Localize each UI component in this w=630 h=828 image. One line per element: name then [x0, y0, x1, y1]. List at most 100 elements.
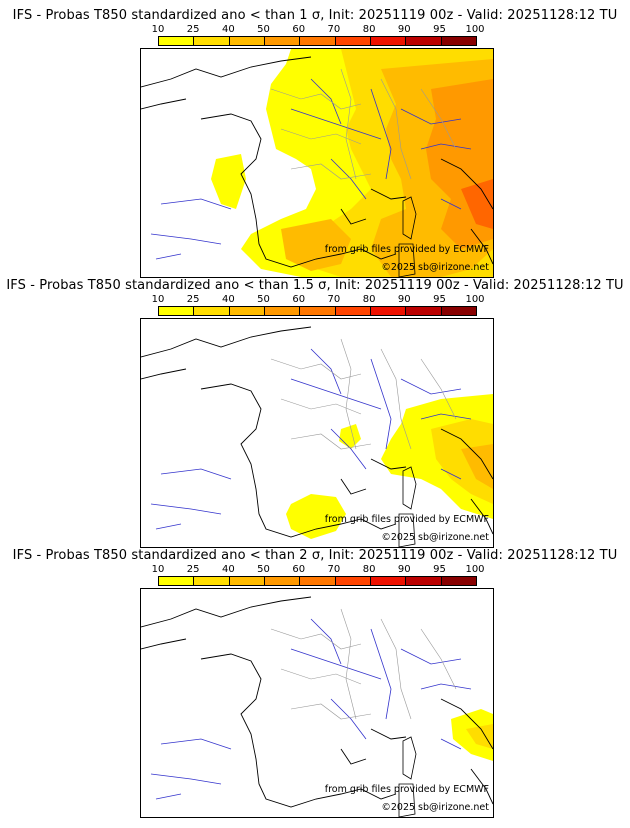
coastline	[141, 326, 407, 538]
prob-zone-yellow	[211, 154, 246, 209]
colorbar-segment	[264, 577, 301, 585]
colorbar-segment	[335, 577, 371, 585]
copyright-credit: ©2025 sb@irizone.net	[381, 262, 489, 273]
colorbar-segment	[406, 307, 442, 315]
colorbar-ticks: 10 25 40 50 60 70 80 90 95 100	[152, 564, 485, 576]
colorbar-segment	[194, 577, 230, 585]
colorbar-segment	[229, 577, 265, 585]
tick-label: 10	[151, 24, 165, 35]
rivers	[150, 78, 472, 260]
island-sardinia	[398, 783, 416, 817]
island-corsica	[402, 736, 417, 780]
colorbar	[158, 576, 477, 586]
coastline-italy	[440, 158, 493, 265]
colorbar-segment	[370, 577, 407, 585]
map-panel-1-5sigma: IFS - Probas T850 standardized ano < tha…	[0, 278, 630, 548]
tick-label: 95	[433, 564, 446, 575]
tick-label: 70	[327, 24, 341, 35]
tick-label: 60	[292, 294, 306, 305]
map-svg	[141, 596, 493, 817]
tick-label: 40	[221, 564, 235, 575]
prob-zone-light-orange	[466, 724, 493, 749]
map-frame: from grib files provided by ECMWF ©2025 …	[140, 318, 494, 548]
colorbar-segment	[300, 577, 336, 585]
map-frame: from grib files provided by ECMWF ©2025 …	[140, 48, 494, 278]
prob-zone-orange	[461, 444, 493, 489]
tick-label: 40	[221, 294, 235, 305]
colorbar-segment	[441, 37, 476, 45]
tick-label: 25	[186, 294, 200, 305]
colorbar-segment	[335, 307, 371, 315]
source-credit: from grib files provided by ECMWF	[324, 514, 489, 525]
tick-label: 25	[186, 24, 200, 35]
island-sardinia	[398, 243, 416, 277]
colorbar-segment	[335, 37, 371, 45]
prob-zone-yellow	[286, 494, 346, 539]
colorbar-segment	[370, 37, 407, 45]
admin-borders	[270, 68, 457, 180]
coastline-italy	[440, 428, 493, 535]
tick-label: 100	[465, 24, 485, 35]
panel-title: IFS - Probas T850 standardized ano < tha…	[6, 278, 624, 293]
colorbar-segment	[300, 37, 336, 45]
coastline	[141, 56, 407, 268]
colorbar-segment	[441, 577, 476, 585]
tick-label: 50	[257, 564, 270, 575]
island-sardinia	[398, 513, 416, 547]
tick-label: 90	[397, 24, 411, 35]
tick-label: 90	[397, 564, 411, 575]
prob-zone-yellow	[339, 424, 361, 449]
tick-label: 10	[151, 564, 165, 575]
map-panel-2sigma: IFS - Probas T850 standardized ano < tha…	[0, 548, 630, 818]
map-frame: from grib files provided by ECMWF ©2025 …	[140, 588, 494, 818]
tick-label: 25	[186, 564, 200, 575]
panel-title: IFS - Probas T850 standardized ano < tha…	[12, 8, 618, 23]
colorbar-segment	[159, 307, 195, 315]
colorbar-segment	[159, 37, 195, 45]
tick-label: 90	[397, 294, 411, 305]
tick-label: 60	[292, 564, 306, 575]
source-credit: from grib files provided by ECMWF	[324, 784, 489, 795]
tick-label: 50	[257, 24, 270, 35]
colorbar	[158, 306, 477, 316]
prob-zone-orange	[281, 219, 351, 271]
admin-borders	[270, 608, 457, 720]
tick-label: 100	[465, 294, 485, 305]
admin-borders	[270, 338, 457, 450]
colorbar-segment	[194, 307, 230, 315]
tick-label: 10	[151, 294, 165, 305]
colorbar-ticks: 10 25 40 50 60 70 80 90 95 100	[152, 24, 485, 36]
rivers	[150, 618, 472, 800]
coastline	[141, 596, 407, 808]
colorbar-segment	[370, 307, 407, 315]
colorbar-segment	[264, 37, 301, 45]
copyright-credit: ©2025 sb@irizone.net	[381, 532, 489, 543]
coastline-italy	[440, 698, 493, 805]
colorbar-segment	[441, 307, 476, 315]
colorbar-segment	[300, 307, 336, 315]
colorbar-segment	[264, 307, 301, 315]
map-panel-1sigma: IFS - Probas T850 standardized ano < tha…	[0, 8, 630, 278]
tick-label: 80	[362, 294, 376, 305]
tick-label: 60	[292, 24, 306, 35]
colorbar-ticks: 10 25 40 50 60 70 80 90 95 100	[152, 294, 485, 306]
tick-label: 80	[362, 564, 376, 575]
island-corsica	[402, 196, 417, 240]
tick-label: 100	[465, 564, 485, 575]
colorbar	[158, 36, 477, 46]
colorbar-segment	[159, 577, 195, 585]
map-svg	[141, 49, 493, 277]
tick-label: 40	[221, 24, 235, 35]
map-svg	[141, 326, 493, 547]
prob-zone-light-orange	[431, 419, 493, 504]
tick-label: 70	[327, 294, 341, 305]
colorbar-segment	[229, 307, 265, 315]
source-credit: from grib files provided by ECMWF	[324, 244, 489, 255]
tick-label: 70	[327, 564, 341, 575]
island-corsica	[402, 466, 417, 510]
tick-label: 95	[433, 24, 446, 35]
colorbar-segment	[194, 37, 230, 45]
colorbar-segment	[406, 37, 442, 45]
tick-label: 95	[433, 294, 446, 305]
rivers	[150, 348, 472, 530]
